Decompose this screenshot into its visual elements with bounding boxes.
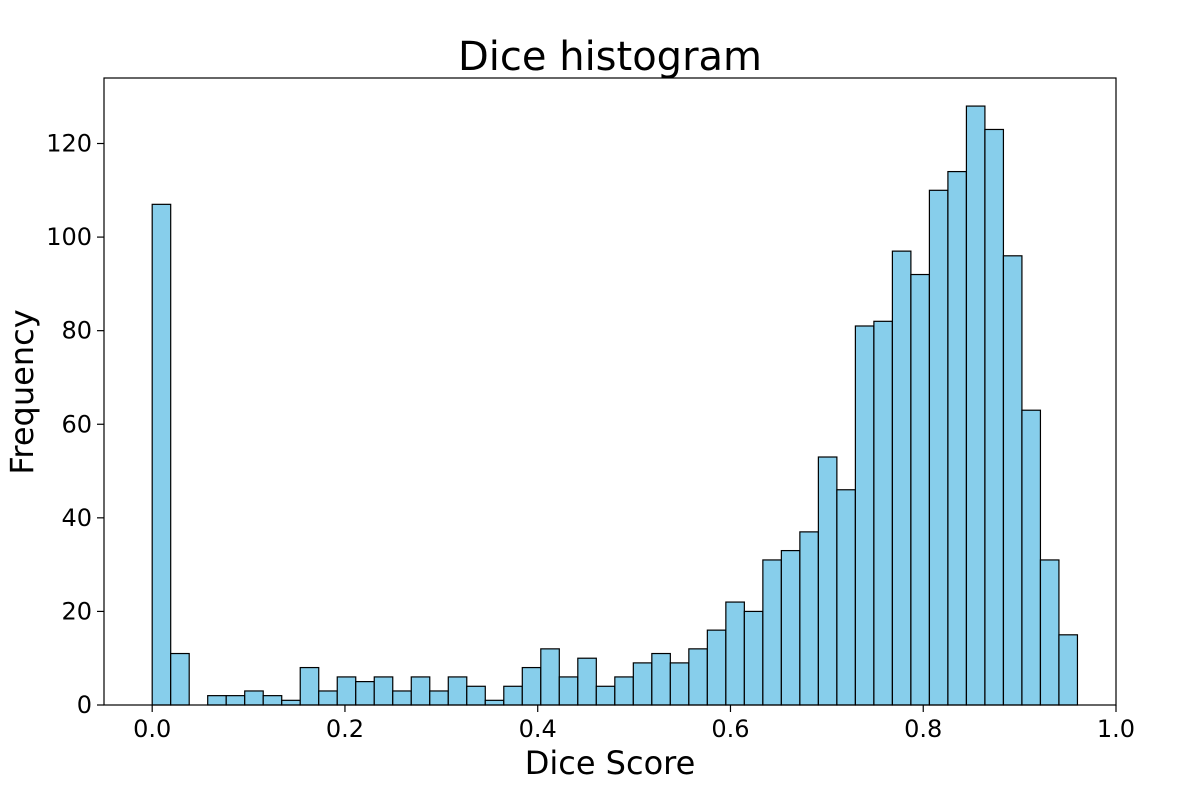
histogram-bar <box>244 690 264 706</box>
histogram-bar <box>965 105 986 706</box>
y-axis-ticks: 0 20 40 60 80 100 120 <box>46 130 104 719</box>
histogram-bar <box>799 531 819 706</box>
histogram-bar <box>743 610 764 706</box>
histogram-bar <box>614 676 634 706</box>
histogram-bar <box>817 456 838 706</box>
x-axis-label: Dice Score <box>525 744 696 782</box>
histogram-bar <box>318 690 338 706</box>
x-axis-ticks: 0.0 0.2 0.4 0.6 0.8 1.0 <box>133 705 1135 743</box>
histogram-bar <box>873 320 893 706</box>
histogram-bar <box>780 549 801 706</box>
histogram-bar <box>577 657 597 706</box>
histogram-bar <box>392 690 412 706</box>
x-tick-label: 1.0 <box>1097 715 1135 743</box>
x-tick-label: 0.8 <box>904 715 942 743</box>
histogram-bar <box>669 662 690 706</box>
histogram-bar <box>725 601 745 706</box>
histogram-bar <box>466 685 486 706</box>
histogram-bar <box>447 676 468 706</box>
histogram-bar <box>891 250 912 706</box>
y-tick-label: 60 <box>61 410 92 438</box>
x-tick-label: 0.2 <box>326 715 364 743</box>
histogram-bar <box>540 648 560 706</box>
bars-group <box>151 105 1079 706</box>
histogram-bar <box>336 676 357 706</box>
x-tick-label: 0.6 <box>711 715 749 743</box>
histogram-bar <box>1058 634 1079 706</box>
histogram-bar <box>762 559 782 706</box>
histogram-bar <box>521 666 542 706</box>
chart-title: Dice histogram <box>458 34 762 80</box>
y-tick-label: 40 <box>61 504 92 532</box>
y-tick-label: 120 <box>46 130 92 158</box>
y-tick-label: 100 <box>46 223 92 251</box>
histogram-bar <box>595 685 616 706</box>
histogram-bar <box>484 699 505 706</box>
histogram-bar <box>558 676 579 706</box>
x-tick-label: 0.0 <box>133 715 171 743</box>
y-tick-label: 20 <box>61 597 92 625</box>
histogram-bar <box>262 695 283 706</box>
histogram-bar <box>984 128 1005 706</box>
y-tick-label: 0 <box>77 691 92 719</box>
histogram-bar <box>503 685 523 706</box>
histogram-bar <box>281 699 301 706</box>
histogram-bar <box>1021 409 1042 706</box>
histogram-bar <box>373 676 394 706</box>
histogram-bar <box>836 489 856 706</box>
histogram-bar <box>947 170 968 706</box>
histogram-bar <box>1002 255 1023 706</box>
histogram-bar <box>170 652 190 706</box>
histogram-bar <box>299 666 320 706</box>
histogram-bar <box>1039 559 1060 706</box>
plot-frame <box>103 77 1117 706</box>
histogram-bar <box>632 662 653 706</box>
histogram-bar <box>910 273 931 706</box>
x-tick-label: 0.4 <box>519 715 557 743</box>
y-axis-label: Frequency <box>3 309 41 474</box>
histogram-bar <box>928 189 949 706</box>
histogram-bar <box>207 695 227 706</box>
y-tick-label: 80 <box>61 317 92 345</box>
histogram-bar <box>429 690 449 706</box>
histogram-bar <box>651 652 671 706</box>
histogram-bar <box>225 695 246 706</box>
histogram-bar <box>854 325 875 706</box>
histogram-bar <box>410 676 431 706</box>
histogram-bar <box>688 648 708 706</box>
histogram-bar <box>706 629 727 706</box>
histogram-bar <box>355 681 375 706</box>
histogram-bar <box>151 203 172 706</box>
